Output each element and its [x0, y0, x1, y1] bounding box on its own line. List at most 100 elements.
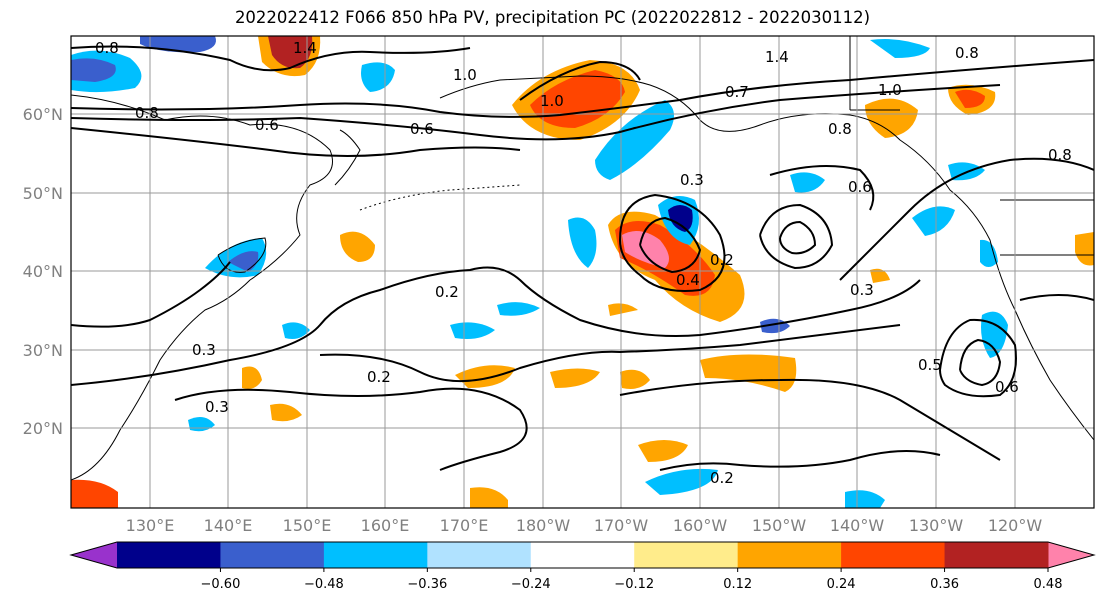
colorbar-segment [530, 542, 635, 568]
contour-label: 0.2 [367, 368, 391, 386]
lon-tick-label: 160°W [673, 516, 728, 535]
pv-contour [319, 324, 901, 383]
contour-label: 0.3 [205, 398, 229, 416]
map-area: 0.8 1.4 1.0 1.4 0.8 0.6 1.0 0.6 0.8 1.0 … [71, 36, 1094, 508]
contour-label: 0.5 [918, 356, 942, 374]
lat-tick-label: 60°N [23, 105, 63, 124]
colorbar-segment [220, 542, 325, 568]
colorbar-tick-label: 0.24 [827, 577, 856, 592]
contour-label: 0.3 [192, 341, 216, 359]
lon-tick-label: 140°W [830, 516, 885, 535]
colorbar-segment [117, 542, 221, 568]
contour-label: 0.8 [955, 44, 979, 62]
pv-contour [769, 165, 875, 211]
neg-anomaly [595, 100, 674, 180]
contour-label: 1.0 [540, 92, 564, 110]
map-title: 2022022412 F066 850 hPa PV, precipitatio… [234, 8, 871, 27]
contour-label: 1.4 [293, 39, 317, 57]
colorbar-tick-label: −0.24 [511, 577, 551, 592]
neg-anomaly [228, 251, 259, 272]
lat-tick-label: 20°N [23, 419, 63, 438]
pv-contours [71, 45, 1094, 471]
contour-label: 0.8 [135, 104, 159, 122]
lat-tick-label: 40°N [23, 262, 63, 281]
pos-anomaly [620, 369, 650, 389]
pv-contour [71, 84, 1001, 141]
neg-anomaly [912, 206, 955, 236]
pv-contour [759, 203, 834, 270]
pos-anomaly [268, 36, 313, 69]
lon-tick-label: 150°W [752, 516, 807, 535]
colorbar-tick-label: 0.12 [723, 577, 752, 592]
pos-anomaly [870, 268, 890, 283]
colorbar-tick-label: −0.60 [201, 577, 241, 592]
pos-anomaly [622, 231, 669, 268]
contour-label: 0.8 [95, 39, 119, 57]
neg-anomaly [450, 322, 495, 339]
pos-anomaly [455, 365, 515, 388]
lon-tick-label: 150°E [283, 516, 332, 535]
pv-contour [619, 193, 726, 292]
contour-label: 0.6 [410, 120, 434, 138]
contour-label: 1.4 [765, 48, 789, 66]
contour-label: 0.8 [828, 120, 852, 138]
contour-label: 0.6 [995, 378, 1019, 396]
colorbar-tick-label: −0.48 [304, 577, 344, 592]
lon-tick-label: 120°W [988, 516, 1043, 535]
pos-anomaly [71, 479, 118, 508]
pv-contour [519, 60, 641, 101]
colorbar-tick-label: 0.36 [930, 577, 959, 592]
pos-anomaly [550, 368, 600, 388]
pos-anomaly [470, 487, 508, 508]
neg-anomaly [497, 302, 540, 316]
lat-tick-labels: 20°N 30°N 40°N 50°N 60°N [23, 105, 63, 438]
lon-tick-label: 160°E [361, 516, 410, 535]
contour-label: 0.2 [710, 469, 734, 487]
neg-anomaly [668, 205, 693, 232]
colorbar-segment [944, 542, 1049, 568]
pos-anomaly [242, 366, 262, 389]
map-frame [70, 35, 1095, 509]
pos-anomaly [340, 231, 375, 262]
colorbar-outline [69, 541, 1096, 569]
neg-anomaly [845, 490, 885, 508]
pv-contour [639, 216, 702, 274]
pv-contour [619, 378, 1001, 461]
lat-tick-label: 30°N [23, 341, 63, 360]
lon-tick-labels: 130°E 140°E 150°E 160°E 170°E 180°W 170°… [126, 516, 1043, 535]
contour-label: 0.2 [710, 251, 734, 269]
neg-anomaly [71, 58, 116, 82]
colorbar-tick-label: −0.36 [407, 577, 447, 592]
political-borders [849, 36, 1094, 256]
asia-coastline [71, 94, 333, 481]
contour-label: 0.3 [850, 281, 874, 299]
pv-contour [71, 261, 231, 328]
colorbar-segment [737, 542, 842, 568]
lon-tick-label: 140°E [204, 516, 253, 535]
pv-contour [71, 59, 1094, 118]
contour-label: 0.7 [725, 83, 749, 101]
pv-contour [1019, 294, 1094, 301]
pv-contour [71, 266, 921, 386]
colorbar: −0.60 −0.48 −0.36 −0.24 −0.12 0.12 0.24 0.36 0.4… [69, 541, 1096, 592]
pv-contour [659, 450, 941, 471]
pv-contour [71, 45, 471, 72]
pos-anomaly [865, 98, 918, 138]
pos-anomaly [270, 403, 302, 422]
kamchatka-coastline [334, 129, 361, 186]
neg-anomaly [790, 172, 825, 193]
contour-label: 0.6 [255, 116, 279, 134]
pv-contour [174, 387, 528, 471]
neg-anomaly [568, 217, 597, 268]
contour-label: 0.6 [848, 178, 872, 196]
pos-anomaly [1075, 232, 1094, 266]
contour-label: 0.8 [1048, 146, 1072, 164]
colorbar-segment [634, 542, 739, 568]
pos-anomaly [638, 440, 688, 462]
lon-tick-label: 130°W [909, 516, 964, 535]
pos-anomaly [608, 303, 638, 316]
contour-label: 1.0 [453, 66, 477, 84]
lon-tick-label: 180°W [516, 516, 571, 535]
pv-contour [779, 220, 817, 255]
colorbar-segment [841, 542, 946, 568]
